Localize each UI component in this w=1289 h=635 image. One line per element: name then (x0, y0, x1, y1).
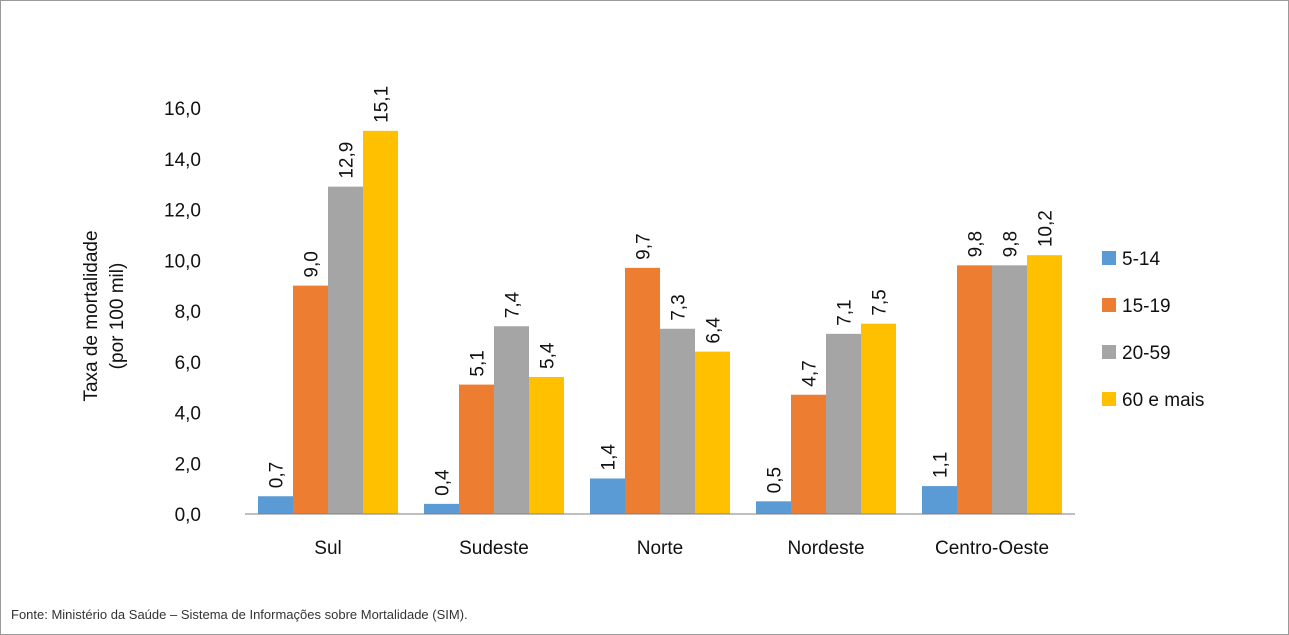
data-label: 10,2 (1036, 210, 1057, 247)
legend: 5-14 15-19 20-59 60 e mais (1102, 249, 1204, 411)
data-label: 7,3 (669, 294, 690, 320)
legend-label: 60 e mais (1122, 390, 1204, 411)
data-label: 9,8 (1001, 231, 1022, 257)
data-label: 5,4 (538, 342, 559, 369)
bar-nordeste-5-14 (756, 501, 791, 514)
y-axis-title-line1: Taxa de mortalidade (81, 230, 102, 401)
bar-nordeste-60-e-mais (861, 323, 896, 514)
y-axis-title: Taxa de mortalidade (por 100 mil) (81, 230, 128, 401)
bar-norte-5-14 (590, 478, 625, 514)
data-label: 0,4 (433, 469, 454, 496)
data-label: 5,1 (468, 350, 489, 376)
y-axis-title-line2: (por 100 mil) (107, 263, 128, 370)
y-tick-label: 4,0 (175, 404, 201, 425)
source-note: Fonte: Ministério da Saúde – Sistema de … (11, 607, 468, 622)
data-label: 9,8 (966, 231, 987, 257)
data-labels: 0,7 9,0 12,9 15,1 0,4 5,1 7,4 5,4 1,4 9,7 7,3 6,4 0,… (267, 86, 1057, 496)
data-label: 9,0 (302, 251, 323, 277)
legend-label: 5-14 (1122, 249, 1160, 270)
bar-nordeste-20-59 (826, 333, 861, 514)
bar-sul-20-59 (328, 186, 363, 514)
data-label: 1,1 (931, 452, 952, 478)
data-label: 1,4 (599, 444, 620, 471)
y-tick-label: 10,0 (164, 251, 201, 272)
legend-label: 15-19 (1122, 296, 1171, 317)
y-axis-ticks: 0,0 2,0 4,0 6,0 8,0 10,0 12,0 14,0 16,0 (164, 99, 201, 526)
legend-swatch (1102, 251, 1116, 265)
bars (258, 130, 1062, 515)
data-label: 6,4 (704, 317, 725, 344)
data-label: 4,7 (800, 360, 821, 386)
x-axis-categories: Sul Sudeste Norte Nordeste Centro-Oeste (314, 538, 1049, 559)
bar-sul-15-19 (293, 285, 328, 514)
legend-swatch (1102, 345, 1116, 359)
x-category-label: Nordeste (787, 538, 864, 559)
y-tick-label: 12,0 (164, 201, 201, 222)
y-tick-label: 2,0 (175, 454, 201, 475)
bar-sul-5-14 (258, 496, 293, 514)
y-tick-label: 6,0 (175, 353, 201, 374)
data-label: 7,1 (835, 299, 856, 325)
bar-centro-oeste-20-59 (992, 265, 1027, 514)
bar-norte-60-e-mais (695, 351, 730, 514)
data-label: 7,4 (503, 291, 524, 318)
y-tick-label: 16,0 (164, 99, 201, 120)
y-tick-label: 0,0 (175, 505, 201, 526)
legend-label: 20-59 (1122, 343, 1171, 364)
x-category-label: Centro-Oeste (935, 538, 1049, 559)
y-tick-label: 8,0 (175, 302, 201, 323)
bar-centro-oeste-5-14 (922, 486, 957, 514)
bar-sudeste-60-e-mais (529, 376, 564, 514)
data-label: 9,7 (634, 233, 655, 259)
legend-swatch (1102, 298, 1116, 312)
data-label: 0,7 (267, 462, 288, 488)
data-label: 7,5 (870, 289, 891, 315)
x-category-label: Norte (637, 538, 683, 559)
bar-centro-oeste-60-e-mais (1027, 255, 1062, 515)
bar-sudeste-20-59 (494, 326, 529, 514)
y-tick-label: 14,0 (164, 150, 201, 171)
bar-centro-oeste-15-19 (957, 265, 992, 514)
bar-norte-15-19 (625, 267, 660, 514)
data-label: 15,1 (372, 86, 393, 123)
bar-sudeste-5-14 (424, 503, 459, 514)
bar-nordeste-15-19 (791, 394, 826, 514)
x-category-label: Sul (314, 538, 341, 559)
data-label: 0,5 (765, 467, 786, 493)
legend-swatch (1102, 392, 1116, 406)
bar-sul-60-e-mais (363, 130, 398, 514)
bar-norte-20-59 (660, 328, 695, 514)
x-category-label: Sudeste (459, 538, 529, 559)
bar-sudeste-15-19 (459, 384, 494, 514)
data-label: 12,9 (337, 142, 358, 179)
